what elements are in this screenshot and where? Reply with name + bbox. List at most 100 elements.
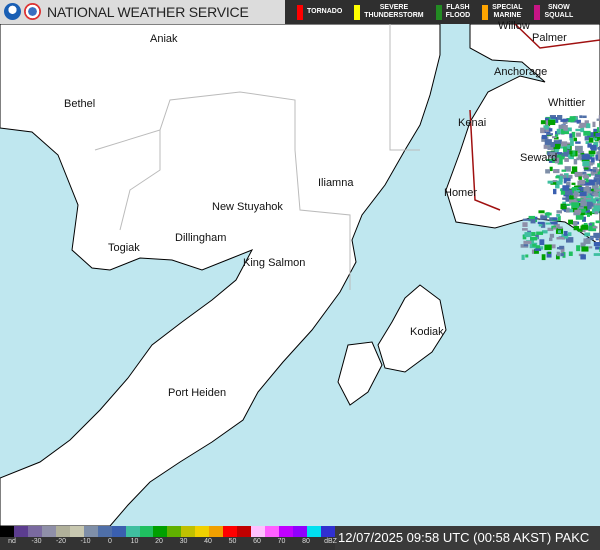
radar-echo [545, 222, 551, 225]
radar-echo [544, 139, 552, 145]
radar-echo [593, 137, 598, 141]
radar-echo [555, 254, 560, 260]
radar-echo [587, 205, 592, 210]
radar-echo [576, 132, 581, 137]
scale-color [153, 526, 168, 537]
radar-echo [561, 233, 569, 239]
radar-echo [588, 246, 593, 249]
radar-echo [590, 144, 597, 150]
scale-tick: 60 [253, 538, 261, 545]
radar-echo [594, 194, 600, 197]
city-label: New Stuyahok [212, 201, 283, 213]
radar-echo [576, 198, 584, 202]
radar-echo [544, 244, 552, 251]
radar-echo [535, 234, 539, 240]
radar-echo [575, 202, 584, 206]
radar-echo [543, 144, 549, 149]
radar-echo [567, 232, 572, 237]
city-label: Dillingham [175, 232, 227, 244]
radar-echo [527, 230, 532, 234]
radar-echo [538, 224, 543, 227]
radar-map[interactable] [0, 24, 600, 526]
radar-echo [569, 137, 574, 141]
radar-echo [585, 179, 590, 183]
radar-echo [565, 195, 572, 202]
radar-echo [553, 140, 562, 146]
radar-echo [563, 124, 568, 131]
radar-echo [563, 230, 568, 236]
radar-echo [558, 175, 563, 182]
city-label: Anchorage [494, 66, 548, 78]
radar-echo [564, 166, 571, 172]
radar-echo [593, 232, 600, 236]
city-label: Whittier [548, 97, 586, 109]
brand: NATIONAL WEATHER SERVICE [4, 3, 249, 20]
radar-echo [572, 187, 579, 193]
radar-echo [563, 151, 570, 157]
radar-echo [581, 246, 589, 252]
radar-echo [597, 163, 600, 168]
radar-echo [584, 167, 589, 170]
radar-echo [598, 191, 600, 198]
radar-echo [592, 226, 598, 229]
radar-echo [593, 191, 598, 195]
radar-echo [553, 169, 558, 173]
radar-echo [570, 171, 578, 174]
scale-color [293, 526, 307, 537]
radar-echo [562, 120, 568, 124]
city-label: Willow [498, 20, 530, 32]
radar-echo [525, 254, 529, 258]
radar-echo [576, 245, 581, 252]
scale-tick: -10 [80, 538, 91, 545]
radar-echo [598, 115, 600, 120]
radar-echo [522, 222, 528, 227]
borough-border [514, 24, 600, 49]
radar-echo [583, 130, 591, 136]
radar-echo [597, 146, 600, 150]
timestamp: 12/07/2025 09:58 UTC (00:58 AKST) PAKC [338, 530, 589, 545]
scale-tick: 10 [130, 538, 139, 545]
radar-echo [560, 247, 565, 254]
city-label: Homer [444, 187, 478, 199]
region-border [119, 130, 161, 231]
radar-echo [521, 254, 525, 260]
radar-echo [541, 254, 546, 261]
radar-echo [551, 150, 559, 153]
radar-echo [547, 180, 554, 184]
radar-echo [557, 215, 561, 221]
radar-echo [587, 143, 592, 148]
radar-echo [562, 197, 566, 200]
radar-echo [554, 134, 559, 137]
scale-color [0, 526, 14, 537]
radar-echo [548, 119, 556, 126]
radar-echo [593, 141, 599, 147]
radar-echo [585, 123, 591, 129]
radar-echo [565, 189, 573, 196]
radar-echo [596, 201, 600, 204]
legend-item: SNOW SQUALL [522, 0, 573, 24]
radar-echo [532, 243, 536, 247]
legend-swatch [482, 4, 489, 20]
radar-echo [546, 131, 551, 135]
radar-echo [573, 225, 580, 231]
radar-echo [556, 247, 564, 250]
radar-echo [584, 120, 589, 126]
radar-echo [577, 154, 582, 160]
radar-echo [572, 200, 578, 204]
radar-echo [563, 194, 570, 197]
warning-legend: TORNADO SEVERE THUNDERSTORM FLASH FLOOD SPE… [285, 0, 600, 24]
radar-echo [545, 127, 551, 132]
radar-echo [564, 157, 569, 162]
nws-logo [24, 3, 41, 20]
radar-echo [582, 160, 590, 167]
radar-echo [567, 208, 573, 213]
radar-echo [592, 198, 597, 204]
radar-echo [585, 141, 590, 145]
scale-tick: 80 [302, 538, 310, 545]
radar-site: PAKC [554, 530, 590, 545]
radar-echo [596, 118, 600, 121]
radar-echo [598, 139, 600, 143]
scale-tick: -20 [55, 538, 67, 545]
radar-echo [534, 248, 542, 251]
radar-echo [555, 183, 560, 189]
